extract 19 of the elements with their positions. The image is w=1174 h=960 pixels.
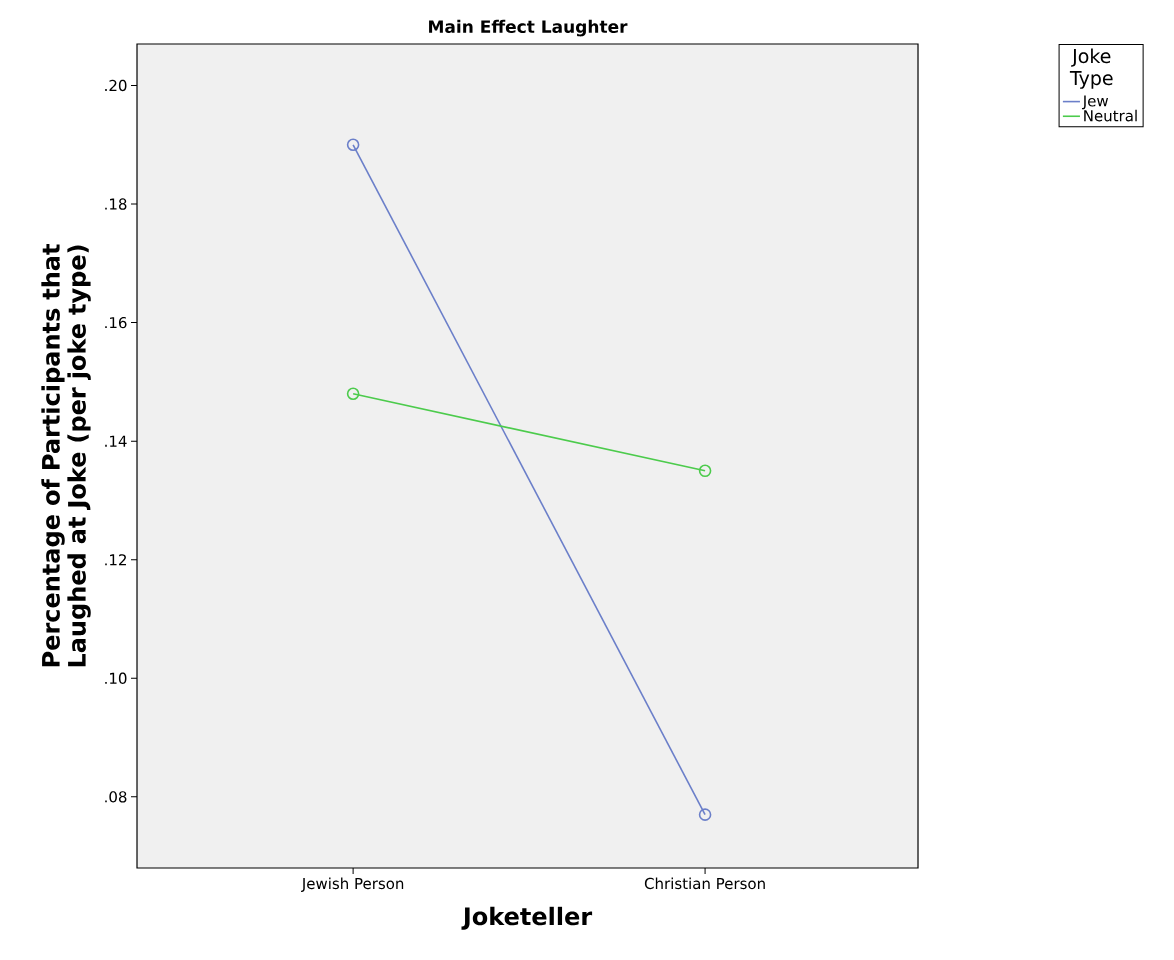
x-tick-label: Christian Person (644, 877, 765, 890)
legend-label: Jew (1081, 95, 1109, 110)
y-tick-label: .12 (105, 554, 126, 566)
y-tick-label: .20 (105, 79, 127, 92)
y-tick-label: .18 (105, 198, 127, 210)
chart-title: Main Effect Laughter (429, 19, 628, 37)
x-tick-label: Jewish Person (301, 877, 404, 892)
point (698, 808, 712, 821)
y-tick-label: .16 (105, 316, 127, 329)
x-axis-title: Joketeller (461, 906, 593, 930)
y-tick-label: .10 (105, 672, 127, 684)
legend-label: Neutral (1084, 109, 1137, 122)
y-tick-label: .08 (105, 791, 127, 803)
y-axis-title: Percentage of Participants that Laughed at Joke (per joke type) (41, 244, 91, 667)
y-tick-label: .14 (105, 435, 127, 447)
point (346, 138, 360, 152)
legend-title: Joke Type (1069, 48, 1113, 89)
point (346, 387, 360, 401)
point (698, 464, 712, 478)
